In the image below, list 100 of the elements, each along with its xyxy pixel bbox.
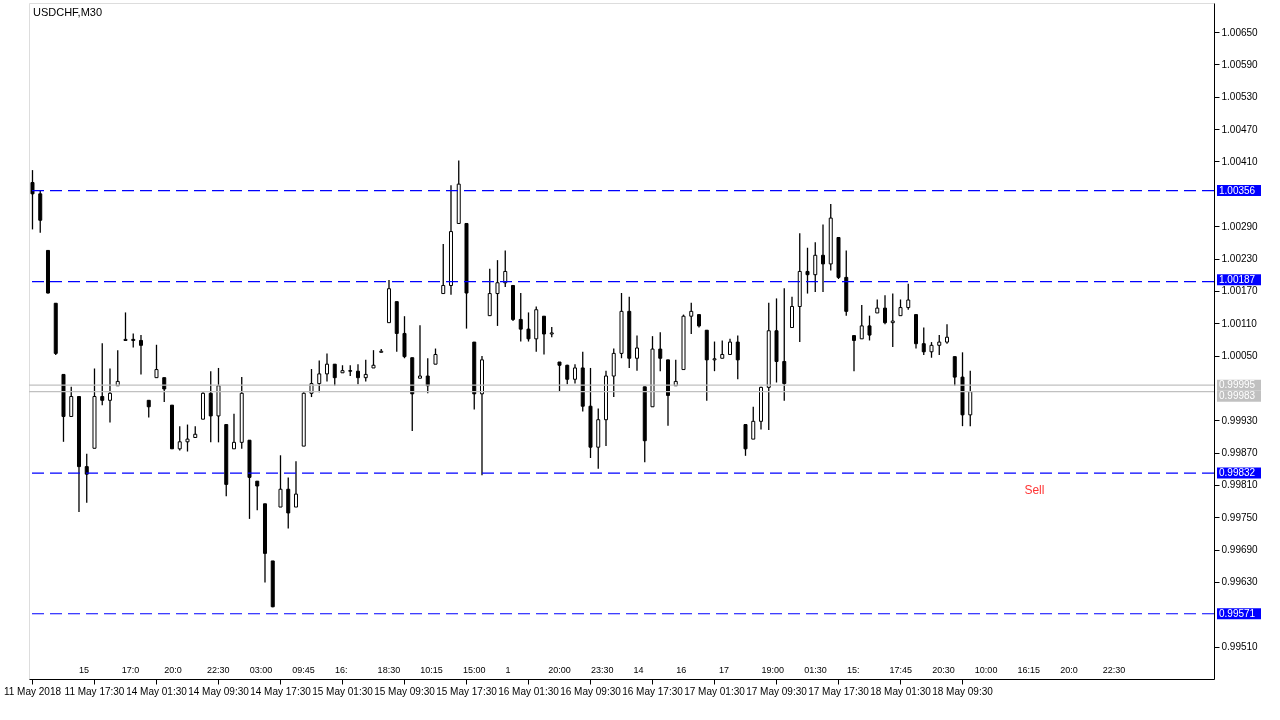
- x-tick-label: 11 May 17:30: [64, 685, 125, 697]
- x-tick-label: 14 May 09:30: [188, 685, 250, 697]
- annotation: 10:00: [974, 665, 998, 675]
- candlestick: [107, 367, 112, 424]
- candlestick: [138, 334, 143, 376]
- x-tick-label: 16 May 09:30: [560, 685, 622, 697]
- x-tick-label: 18 May 01:30: [870, 685, 932, 697]
- y-tick-label: 1.00470: [1221, 123, 1259, 135]
- x-tick-label: 17 May 17:30: [808, 685, 870, 697]
- candlestick: [611, 347, 616, 398]
- y-tick-label: 1.00290: [1221, 220, 1259, 232]
- annotation: 15:00: [462, 665, 486, 675]
- candlestick: [890, 292, 895, 348]
- candlestick: [293, 460, 298, 508]
- annotation: 16:15: [1017, 665, 1041, 675]
- candlestick: [487, 268, 492, 317]
- candlestick: [968, 370, 973, 427]
- candlestick: [735, 334, 740, 380]
- candlestick: [952, 355, 957, 387]
- candlestick: [185, 423, 190, 453]
- candlestick: [573, 363, 577, 385]
- x-tick-label: 11 May 2018: [3, 685, 62, 697]
- candlestick: [790, 296, 794, 329]
- ref-line-label: 1.00187: [1219, 273, 1256, 285]
- candlestick: [123, 311, 128, 342]
- y-tick-label: 0.99870: [1221, 447, 1259, 459]
- annotation: 18:30: [377, 665, 401, 675]
- y-tick-label: 1.00650: [1221, 26, 1259, 38]
- y-tick-label: 0.99750: [1221, 511, 1259, 523]
- candlestick: [208, 370, 213, 443]
- annotation: 14: [633, 665, 644, 675]
- annotation: 15:: [846, 665, 860, 675]
- y-tick-label: 1.00170: [1221, 285, 1259, 297]
- candlestick: [418, 324, 422, 379]
- annotation: 19:00: [761, 665, 785, 675]
- annotation: 20:30: [932, 665, 955, 675]
- candlestick: [921, 326, 926, 356]
- candlestick: [278, 454, 283, 508]
- ref-line-label: 0.99571: [1219, 607, 1256, 619]
- annotation: 17:0: [121, 665, 140, 675]
- annotation: 16:: [334, 665, 348, 675]
- candlestick: [317, 359, 322, 393]
- candlestick: [503, 249, 508, 288]
- candlestick: [658, 331, 663, 372]
- candlestick: [883, 294, 888, 325]
- candlestick: [100, 342, 105, 406]
- candlestick: [84, 453, 89, 504]
- y-tick-label: 0.99810: [1221, 479, 1259, 491]
- x-tick-label: 14 May 17:30: [250, 685, 312, 697]
- candlestick: [30, 169, 35, 231]
- annotation: 17:45: [889, 665, 913, 675]
- y-tick-label: 1.00590: [1221, 58, 1259, 70]
- annotation: 1: [505, 665, 511, 675]
- candlestick: [751, 406, 756, 440]
- x-tick-label: 15 May 09:30: [374, 685, 436, 697]
- annotation: 16: [676, 665, 687, 675]
- annotation: 23:30: [590, 665, 614, 675]
- candlestick: [332, 363, 337, 387]
- annotation: 17: [718, 665, 729, 675]
- candlestick: [689, 302, 694, 335]
- y-tick-label: 0.99930: [1221, 414, 1259, 426]
- candlestick: [69, 386, 74, 418]
- candlestick: [635, 334, 639, 372]
- chart-title: USDCHF,M30: [33, 6, 103, 18]
- x-tick-label: 17 May 09:30: [746, 685, 808, 697]
- y-tick-label: 1.00530: [1221, 91, 1259, 103]
- y-tick-label: 1.00410: [1221, 155, 1259, 167]
- x-tick-label: 17 May 01:30: [684, 685, 746, 697]
- candlestick: [231, 413, 236, 450]
- candlestick: [813, 241, 818, 293]
- annotation: 20:00: [548, 665, 571, 675]
- ref-line-label: 1.00356: [1219, 184, 1256, 196]
- x-tick-label: 15 May 01:30: [312, 685, 374, 697]
- ref-line-label: 0.99983: [1219, 390, 1256, 402]
- x-tick-label: 16 May 17:30: [622, 685, 684, 697]
- candlestick: [906, 283, 911, 311]
- x-tick-label: 14 May 01:30: [126, 685, 188, 697]
- candlestick: [355, 363, 360, 385]
- candlestick: [518, 292, 523, 343]
- annotation: 22:30: [206, 665, 230, 675]
- candlestick: [154, 344, 159, 379]
- annotation: 01:30: [804, 665, 827, 675]
- candlestick: [782, 287, 787, 402]
- candlestick: [805, 247, 810, 295]
- candlestick: [402, 315, 407, 359]
- x-tick-label: 18 May 09:30: [932, 685, 994, 697]
- candlestick: [867, 315, 872, 342]
- y-tick-label: 1.00050: [1221, 350, 1259, 362]
- candlestick: [162, 377, 167, 403]
- annotation: 03:00: [249, 665, 273, 675]
- candlestick: [542, 315, 546, 356]
- candlestick: [425, 357, 430, 394]
- annotation: 22:30: [1102, 665, 1126, 675]
- candlestick: [937, 334, 942, 356]
- y-tick-label: 0.99690: [1221, 544, 1259, 556]
- candlestick: [363, 359, 368, 383]
- annotation: 20:0: [164, 665, 182, 675]
- candlestick: [557, 361, 562, 392]
- candlestick: [712, 340, 717, 372]
- y-tick-label: 1.00230: [1221, 253, 1259, 265]
